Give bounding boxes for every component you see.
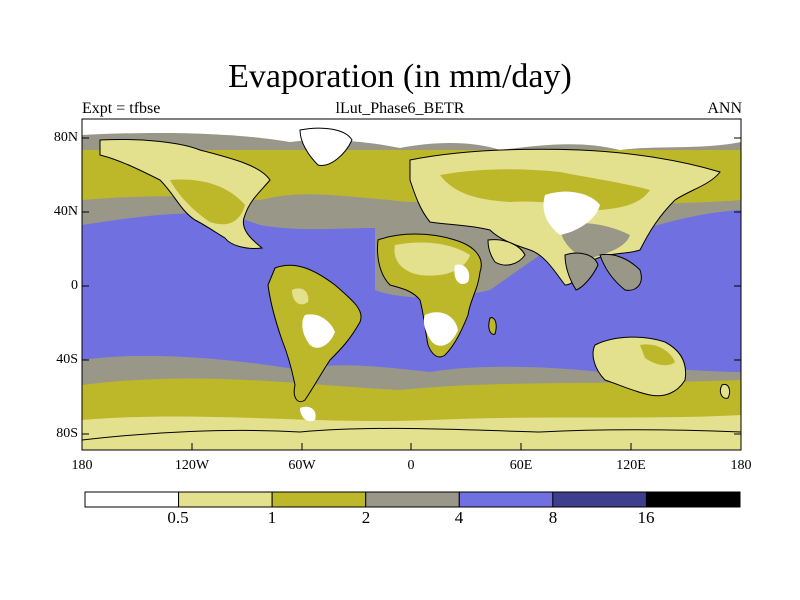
lat-label-0: 0: [71, 278, 78, 293]
colorbar-swatch: [552, 491, 647, 508]
lon-label-120e: 120E: [616, 458, 646, 473]
chart-title: Evaporation (in mm/day): [228, 58, 572, 95]
colorbar-swatch: [458, 491, 554, 508]
lat-label-80s: 80S: [56, 426, 78, 441]
lon-label-60e: 60E: [509, 458, 533, 473]
colorbar-swatch: [84, 491, 180, 508]
north-america-mid: [170, 179, 245, 225]
lon-label-180e: 180: [730, 458, 752, 473]
axis-ticks: [81, 137, 742, 450]
eurasia-transition: [560, 223, 630, 260]
central-asia-white: [543, 191, 600, 235]
arctic-russia-white: [500, 126, 548, 141]
colorbar-swatch: [365, 491, 460, 508]
arctic-white: [82, 119, 741, 150]
madagascar-land: [488, 317, 497, 335]
colorbar: [84, 491, 741, 508]
lat-label-40n: 40N: [53, 204, 78, 219]
lat-label-40s: 40S: [56, 352, 78, 367]
greenland-land: [299, 127, 353, 166]
subtitle-case: lLut_Phase6_BETR: [335, 100, 465, 117]
colorbar-swatch: [178, 491, 273, 508]
colorbar-label-8: 8: [548, 508, 558, 527]
south-america-light: [292, 288, 309, 305]
colorbar-label-1: 1: [267, 508, 277, 527]
colorbar-swatch: [645, 491, 741, 508]
colorbar-label-4: 4: [454, 508, 464, 527]
antarctica-land: [82, 427, 741, 450]
subtitle-experiment: Expt = tfbse: [82, 100, 161, 117]
new-zealand-land: [719, 383, 731, 399]
australia-mid: [640, 344, 675, 366]
lon-label-180w: 180: [71, 458, 93, 473]
map-field: [82, 119, 741, 450]
lat-label-80n: 80N: [53, 130, 78, 145]
colorbar-label-2: 2: [361, 508, 371, 527]
lon-label-0: 0: [407, 458, 415, 473]
colorbar-swatch: [271, 491, 367, 508]
eurasia-mid: [440, 169, 650, 210]
antarctic-white-patch: [300, 406, 316, 422]
colorbar-label-0-5: 0.5: [167, 508, 189, 527]
south-america-white: [302, 314, 335, 348]
africa-white-north: [454, 264, 470, 285]
arabia-land: [487, 239, 526, 266]
africa-white-south: [423, 312, 458, 346]
southeast-asia-land: [599, 253, 642, 291]
lon-label-120w: 120W: [174, 458, 210, 473]
subtitle-season: ANN: [707, 100, 742, 117]
lon-label-60w: 60W: [288, 458, 316, 473]
india-land: [564, 252, 599, 291]
africa-sahara: [394, 242, 470, 276]
colorbar-label-16: 16: [637, 508, 655, 527]
